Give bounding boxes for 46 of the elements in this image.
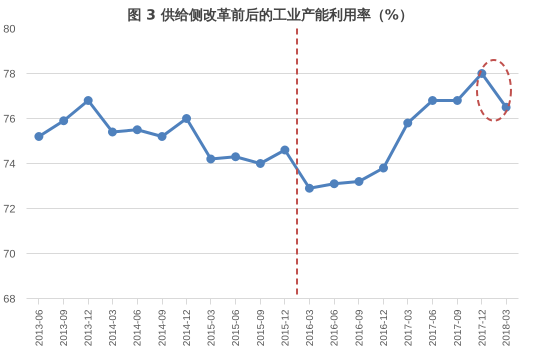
y-tick-label: 68 (3, 294, 16, 306)
chart-title: 图 3 供给侧改革前后的工业产能利用率（%） (127, 6, 413, 24)
y-tick-label: 72 (3, 204, 16, 216)
x-tick-label: 2015-12 (280, 309, 292, 346)
point (280, 146, 290, 154)
point (206, 154, 216, 164)
y-tick-label: 74 (3, 158, 16, 170)
point (354, 177, 364, 186)
y-tick-label: 78 (3, 68, 16, 80)
y-tick-label: 80 (3, 24, 16, 36)
x-tick-label: 2017-03 (403, 309, 414, 346)
x-tick-label: 2014-03 (108, 309, 119, 346)
point (84, 96, 93, 105)
point (158, 132, 167, 141)
x-tick-label: 2018-03 (502, 309, 513, 346)
point (231, 152, 240, 162)
x-tick-label: 2016-12 (379, 309, 390, 346)
x-tick-label: 2015-09 (256, 309, 267, 346)
x-tick-label: 2015-06 (231, 309, 242, 346)
x-tick-label: 2016-03 (304, 309, 316, 346)
point (428, 96, 438, 105)
x-tick-label: 2014-12 (182, 309, 194, 346)
point (182, 114, 192, 123)
x-tick-label: 2016-09 (354, 309, 366, 346)
x-tick-label: 2017-09 (452, 309, 464, 346)
point (34, 132, 44, 141)
x-tick-label: 2013-12 (84, 309, 95, 346)
x-tick-label: 2016-06 (330, 309, 341, 346)
point (330, 179, 339, 188)
x-tick-label: 2014-09 (158, 309, 169, 346)
point (59, 116, 68, 126)
point (256, 159, 265, 168)
point (452, 96, 462, 105)
y-tick-label: 76 (3, 114, 16, 126)
x-tick-label: 2014-06 (132, 309, 144, 346)
point (132, 125, 142, 134)
point (403, 118, 412, 128)
x-tick-label: 2013-06 (34, 309, 46, 346)
x-tick-label: 2017-12 (477, 309, 488, 346)
x-tick-label: 2015-03 (206, 309, 218, 346)
point (304, 184, 314, 193)
x-tick-label: 2017-06 (428, 309, 440, 346)
point (108, 128, 117, 136)
y-tick-label: 70 (3, 248, 16, 260)
point (379, 164, 388, 172)
x-tick-label: 2013-09 (59, 309, 70, 346)
